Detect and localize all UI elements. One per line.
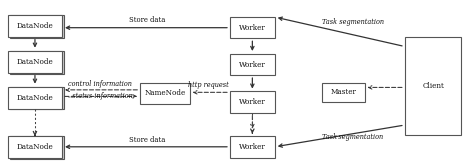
Text: NameNode: NameNode (144, 89, 185, 97)
Text: control information: control information (68, 80, 132, 88)
Bar (10, 15, 64, 37)
Bar (405, 37, 462, 135)
Text: Store data: Store data (129, 135, 165, 144)
Bar (230, 92, 275, 113)
Text: Task segmentation: Task segmentation (322, 18, 384, 26)
Text: Task segmentation: Task segmentation (322, 133, 383, 141)
Text: Worker: Worker (239, 98, 266, 106)
Bar (230, 17, 275, 38)
Bar (10, 87, 64, 110)
Bar (8, 136, 62, 158)
Bar (230, 136, 275, 158)
Text: DataNode: DataNode (17, 22, 54, 30)
Text: DataNode: DataNode (17, 143, 54, 151)
Bar (8, 15, 62, 37)
Text: Worker: Worker (239, 61, 266, 68)
Text: Store data: Store data (129, 16, 165, 24)
Text: DataNode: DataNode (17, 58, 54, 66)
Bar (322, 82, 365, 102)
Text: Worker: Worker (239, 24, 266, 32)
Bar (230, 54, 275, 75)
Text: Master: Master (330, 88, 356, 96)
Bar (140, 82, 190, 104)
Bar (10, 51, 64, 73)
Text: DataNode: DataNode (17, 94, 54, 102)
Text: ..status information: ..status information (68, 92, 132, 100)
Bar (8, 87, 62, 109)
Bar (10, 136, 64, 159)
Text: http request: http request (188, 81, 229, 89)
Bar (8, 51, 62, 73)
Text: Worker: Worker (239, 143, 266, 151)
Text: Client: Client (422, 82, 444, 90)
